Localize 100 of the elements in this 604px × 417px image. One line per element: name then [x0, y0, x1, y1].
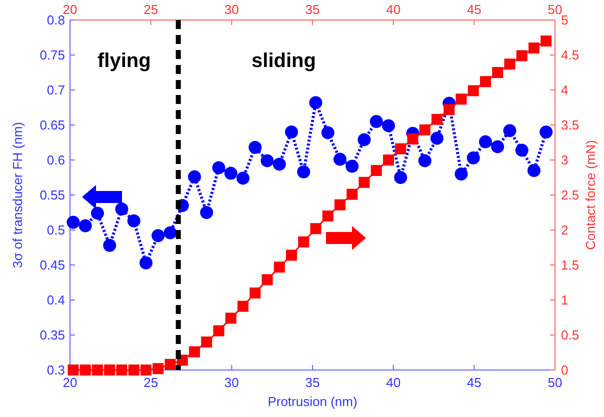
y2-tick-label: 2 [561, 222, 568, 238]
point [152, 229, 165, 242]
point [515, 144, 528, 157]
point [454, 168, 468, 180]
y-tick-label: 0.8 [46, 12, 65, 28]
point [527, 164, 540, 177]
point [310, 223, 322, 234]
point [516, 50, 528, 62]
y2-tick-label: 3 [561, 152, 568, 168]
point [297, 165, 310, 178]
point [128, 364, 140, 376]
point [346, 160, 359, 173]
point [309, 96, 322, 110]
annotation: sliding [252, 50, 316, 72]
y2-tick-label: 5 [561, 12, 568, 28]
point [358, 176, 370, 188]
point [284, 126, 298, 138]
point [444, 104, 455, 116]
y-tick-label: 0.3 [46, 362, 65, 378]
point [480, 76, 491, 88]
point [466, 151, 480, 164]
x-tick-label: 50 [548, 2, 562, 17]
point [115, 202, 128, 216]
point [116, 364, 128, 376]
y-tick-label: 0.45 [40, 258, 65, 272]
y2-tick-label: 3.5 [561, 118, 580, 132]
point [419, 124, 430, 136]
point [188, 170, 201, 184]
point [382, 119, 395, 132]
point [224, 166, 238, 180]
point [370, 115, 383, 128]
y2-tick-label: 4.5 [561, 48, 580, 62]
point [418, 154, 432, 168]
point [468, 85, 479, 96]
point [260, 154, 274, 168]
y2-tick-label: 1.5 [561, 258, 580, 272]
point [358, 133, 371, 146]
point [78, 219, 92, 232]
y-tick-label: 0.5 [46, 222, 65, 238]
point [286, 250, 297, 261]
point [236, 172, 250, 185]
point [213, 325, 224, 336]
y2-axis-title: Contact force (mN) [583, 140, 598, 250]
x2-tick-label: 30 [224, 375, 239, 390]
x2-tick-label: 20 [62, 375, 78, 390]
point [370, 165, 382, 176]
y-tick-label: 0.35 [40, 328, 65, 342]
point [456, 94, 467, 105]
x-tick-label: 40 [386, 2, 401, 17]
point [272, 158, 286, 171]
point [321, 126, 334, 140]
point [394, 171, 408, 184]
point [395, 143, 406, 154]
point [503, 124, 516, 138]
point [103, 238, 116, 252]
point [140, 364, 152, 376]
x2-tick-label: 40 [386, 375, 401, 390]
point [407, 134, 418, 144]
point [274, 262, 285, 273]
point [127, 214, 140, 228]
point [431, 114, 442, 125]
point [225, 312, 236, 324]
y-tick-label: 0.6 [46, 152, 65, 168]
point [68, 364, 79, 376]
point [322, 210, 334, 222]
y-axis-title: 3σ of transducer FH (nm) [10, 122, 25, 268]
y-tick-label: 0.65 [40, 118, 65, 132]
y-tick-label: 0.4 [46, 292, 65, 308]
x-tick-label: 45 [466, 2, 482, 17]
x-tick-label: 35 [305, 2, 320, 17]
x2-tick-label: 25 [144, 375, 158, 390]
point [66, 216, 80, 229]
y2-tick-label: 4 [561, 82, 568, 98]
point [491, 140, 504, 154]
x2-tick-label: 50 [548, 375, 562, 390]
point [478, 135, 492, 148]
point [201, 336, 212, 348]
point [382, 154, 394, 166]
point [250, 288, 261, 298]
point [528, 42, 540, 54]
x-axis-title: Protrusion (nm) [268, 394, 358, 409]
point [212, 161, 226, 174]
annotation: flying [97, 50, 151, 72]
point [152, 363, 164, 374]
point [346, 188, 358, 200]
point [262, 274, 273, 286]
point [334, 199, 346, 210]
y2-tick-label: 0.5 [561, 328, 580, 342]
x-tick-label: 30 [224, 2, 239, 17]
point [164, 226, 177, 240]
point [492, 67, 504, 78]
point [237, 300, 248, 312]
x2-tick-label: 45 [466, 375, 482, 390]
point [333, 152, 346, 166]
point [248, 140, 262, 154]
point [188, 346, 200, 358]
point [80, 364, 91, 376]
point [540, 126, 553, 138]
y2-tick-label: 1 [561, 292, 568, 308]
x2-tick-label: 35 [305, 375, 320, 390]
